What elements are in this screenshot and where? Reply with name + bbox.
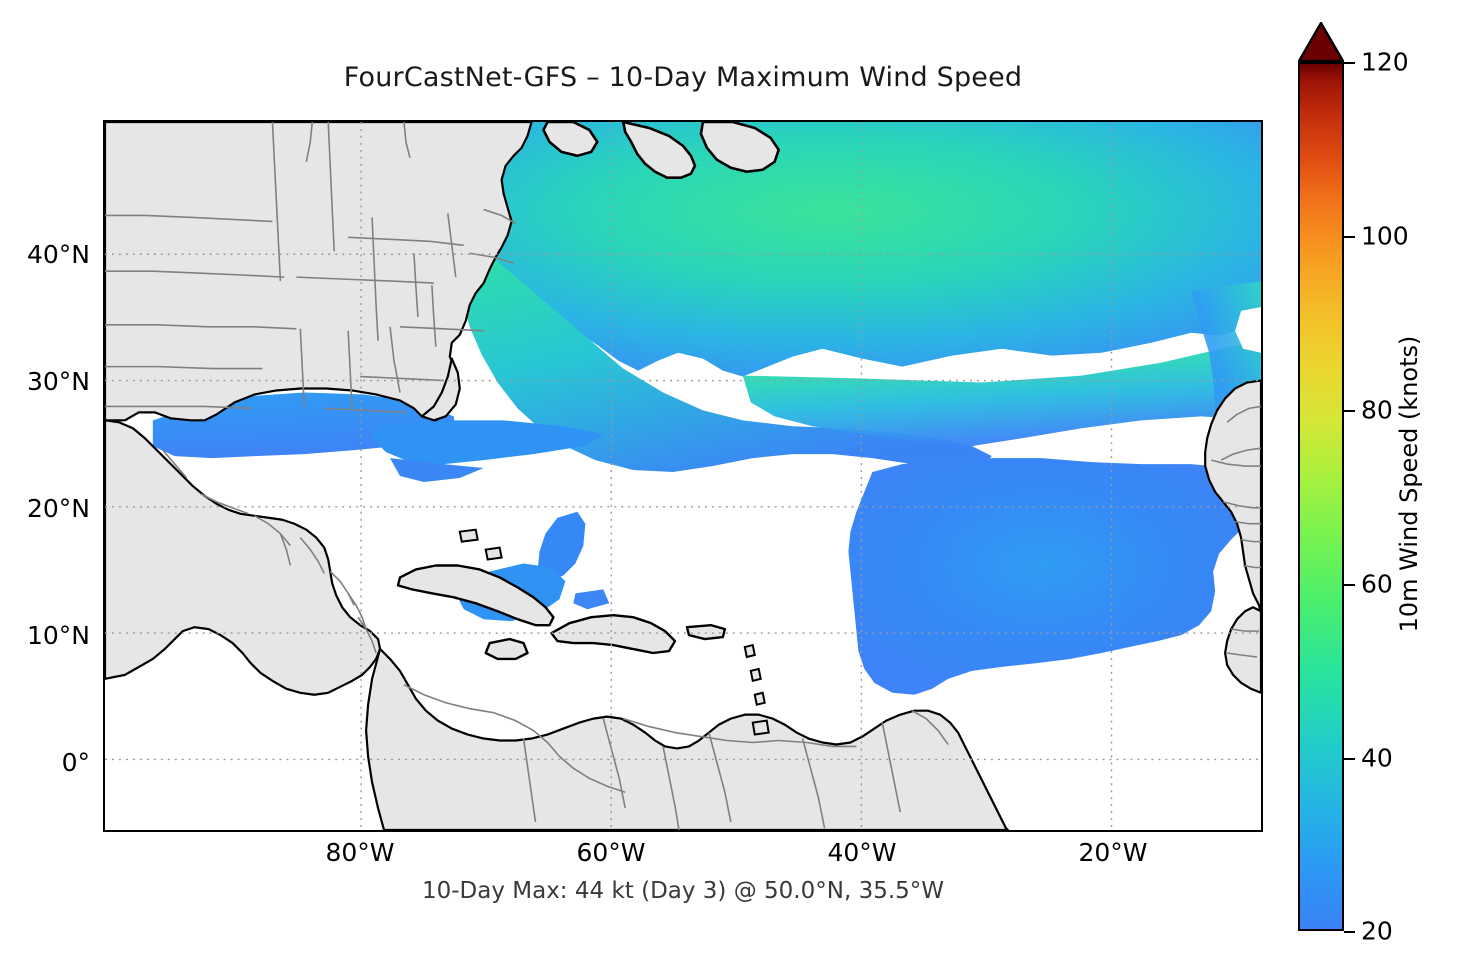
xtick-label-20w: 20°W (1078, 838, 1148, 867)
colorbar-tick-100 (1344, 236, 1355, 238)
ytick-label-40n: 40°N (26, 240, 90, 269)
max-summary-text: 10-Day Max: 44 kt (Day 3) @ 50.0°N, 35.5… (421, 878, 945, 904)
page-title: FourCastNet-GFS – 10-Day Maximum Wind Sp… (343, 62, 1023, 93)
land-and-coastlines (105, 122, 1261, 830)
colorbar-ticklabel-20: 20 (1361, 916, 1393, 946)
xtick-label-60w: 60°W (576, 838, 646, 867)
colorbar-tick-20 (1344, 931, 1355, 933)
ytick-label-10n: 10°N (26, 621, 90, 650)
map-axes (103, 120, 1263, 832)
colorbar-tick-80 (1344, 410, 1355, 412)
colorbar: 120 100 80 60 40 20 (1297, 21, 1409, 946)
colorbar-gradient (1298, 62, 1344, 931)
xtick-label-80w: 80°W (325, 838, 395, 867)
colorbar-ticklabel-80: 80 (1361, 395, 1393, 425)
colorbar-tick-60 (1344, 584, 1355, 586)
colorbar-tick-120 (1344, 62, 1355, 64)
colorbar-ticklabel-120: 120 (1361, 47, 1409, 77)
colorbar-ticklabel-40: 40 (1361, 743, 1393, 773)
colorbar-ticklabel-100: 100 (1361, 221, 1409, 251)
ytick-label-30n: 30°N (26, 367, 90, 396)
ytick-label-0: 0° (61, 748, 90, 777)
colorbar-extend-arrow (1297, 21, 1345, 63)
map-gridlines (105, 122, 1261, 830)
xtick-label-40w: 40°W (827, 838, 897, 867)
colorbar-tick-40 (1344, 758, 1355, 760)
ytick-label-20n: 20°N (26, 494, 90, 523)
colorbar-axis-label: 10m Wind Speed (knots) (1395, 335, 1423, 633)
colorbar-ticklabel-60: 60 (1361, 569, 1393, 599)
